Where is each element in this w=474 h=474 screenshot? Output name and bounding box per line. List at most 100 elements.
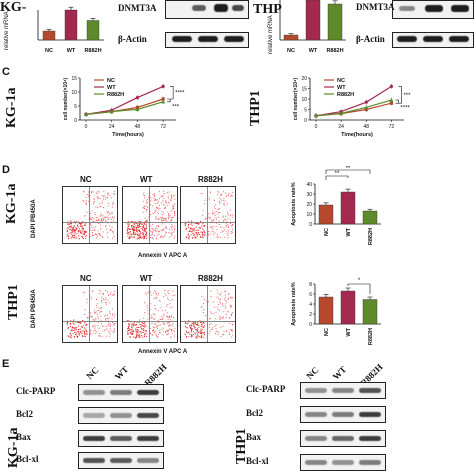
flow-title-wt: WT bbox=[140, 274, 153, 283]
flow-event bbox=[83, 332, 86, 334]
flow-event bbox=[185, 228, 187, 230]
flow-event bbox=[150, 333, 152, 335]
flow-event bbox=[224, 307, 226, 309]
flow-event bbox=[112, 216, 114, 218]
flow-event bbox=[126, 229, 128, 231]
flow-event bbox=[159, 332, 161, 334]
flow-event bbox=[70, 225, 72, 227]
flow-event bbox=[170, 329, 172, 331]
sig-bracket bbox=[325, 175, 349, 180]
flow-event bbox=[104, 196, 106, 198]
quadrant-hline bbox=[63, 221, 117, 223]
flow-event bbox=[162, 220, 164, 222]
flow-event bbox=[187, 237, 189, 239]
flow-event bbox=[219, 299, 221, 301]
bar-wt bbox=[64, 9, 78, 41]
flow-event bbox=[136, 230, 138, 232]
flow-event bbox=[171, 233, 173, 235]
flow-event bbox=[166, 297, 169, 299]
flow-event bbox=[102, 231, 104, 233]
flow-event bbox=[95, 298, 97, 300]
flow-event bbox=[110, 291, 112, 293]
flow-event bbox=[201, 233, 204, 235]
flow-event bbox=[160, 202, 162, 204]
flow-event bbox=[155, 293, 157, 295]
flow-event bbox=[219, 315, 221, 318]
flow-event bbox=[143, 191, 145, 193]
flow-event bbox=[141, 321, 143, 323]
flow-event bbox=[231, 216, 233, 218]
flow-event bbox=[139, 236, 141, 238]
flow-event bbox=[107, 314, 109, 316]
flow-event bbox=[156, 208, 158, 210]
flow-event bbox=[143, 200, 145, 202]
flow-event bbox=[104, 315, 106, 317]
flow-event bbox=[70, 319, 72, 321]
flow-event bbox=[84, 236, 86, 238]
flow-event bbox=[144, 235, 146, 237]
flow-event bbox=[87, 191, 89, 193]
flow-event bbox=[152, 194, 154, 196]
flow-event bbox=[66, 228, 68, 230]
blot-band bbox=[305, 412, 327, 417]
flow-event bbox=[164, 207, 166, 209]
flow-event bbox=[214, 325, 216, 327]
flow-event bbox=[216, 210, 218, 212]
flow-event bbox=[214, 214, 216, 216]
flow-event bbox=[167, 298, 169, 300]
flow-event bbox=[152, 224, 154, 226]
flow-event bbox=[164, 293, 166, 295]
flow-event bbox=[196, 332, 198, 334]
flow-event bbox=[224, 298, 226, 300]
flow-event bbox=[168, 236, 170, 238]
flow-event bbox=[98, 233, 100, 235]
flow-event bbox=[135, 225, 137, 227]
flow-event bbox=[90, 312, 92, 314]
flow-event bbox=[224, 303, 226, 305]
flow-event bbox=[165, 217, 167, 220]
flow-event bbox=[96, 237, 98, 239]
flow-event bbox=[154, 323, 156, 325]
flow-event bbox=[152, 313, 155, 315]
flow-event bbox=[225, 231, 227, 233]
flow-event bbox=[153, 199, 155, 202]
flow-event bbox=[165, 202, 167, 204]
flow-event bbox=[155, 216, 157, 218]
flow-event bbox=[97, 303, 99, 305]
flow-event bbox=[172, 204, 174, 207]
flow-event bbox=[212, 213, 214, 215]
blot-band bbox=[359, 436, 381, 441]
flow-event bbox=[72, 319, 75, 321]
flow-event bbox=[102, 298, 104, 300]
flow-event bbox=[157, 202, 159, 204]
flow-event bbox=[102, 215, 104, 217]
flow-event bbox=[107, 218, 109, 220]
flow-event bbox=[156, 199, 158, 201]
flow-event bbox=[225, 226, 227, 228]
flow-event bbox=[202, 228, 204, 230]
flow-event bbox=[193, 324, 195, 326]
flow-event bbox=[140, 237, 142, 239]
flow-event bbox=[158, 198, 161, 200]
flow-event bbox=[136, 224, 139, 226]
flow-event bbox=[167, 322, 169, 324]
flow-event bbox=[142, 225, 145, 227]
blot-band bbox=[110, 390, 132, 395]
bar-r882h bbox=[362, 210, 378, 225]
flow-event bbox=[135, 324, 137, 326]
flow-event bbox=[187, 227, 190, 229]
flow-event bbox=[99, 308, 101, 310]
flow-event bbox=[152, 229, 154, 231]
flow-event bbox=[171, 227, 173, 229]
growth-curve-kg1a: 0 5 10 15 0 24 48 72 Time(hours) cell number(×10⁴… bbox=[63, 76, 185, 138]
blot-band bbox=[332, 436, 354, 441]
flow-event bbox=[168, 316, 170, 318]
flow-event bbox=[202, 223, 204, 225]
flow-event bbox=[104, 219, 106, 221]
flow-event bbox=[150, 294, 152, 296]
flow-event bbox=[109, 328, 111, 330]
flow-event bbox=[197, 229, 199, 231]
flow-event bbox=[127, 332, 129, 334]
flow-event bbox=[92, 203, 94, 205]
flow-event bbox=[96, 306, 98, 309]
